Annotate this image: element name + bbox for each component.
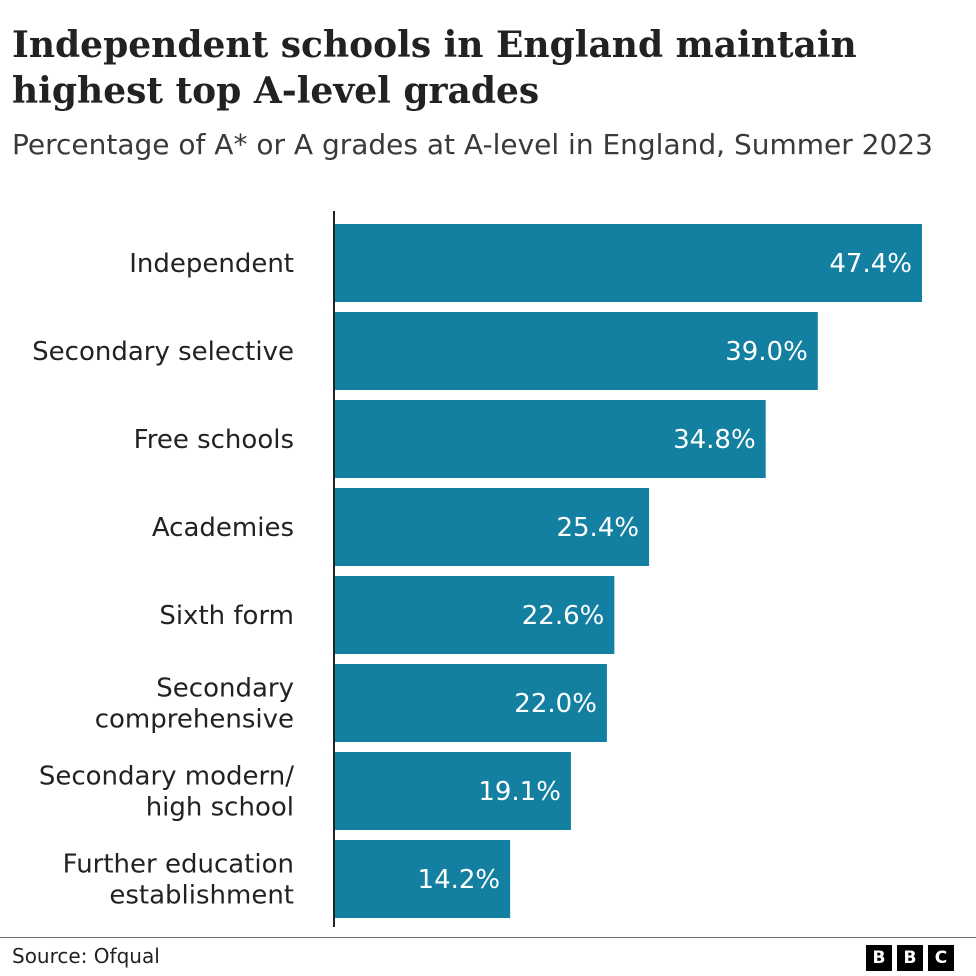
bbc-logo-letter: C xyxy=(928,945,954,971)
bar-value-label: 14.2% xyxy=(418,865,501,895)
chart-title: Independent schools in England maintain … xyxy=(12,24,857,112)
bar xyxy=(334,400,766,478)
bar xyxy=(334,488,650,566)
bar xyxy=(334,840,511,918)
bar-value-label: 25.4% xyxy=(556,513,639,543)
bbc-logo-letter: B xyxy=(866,945,892,971)
source-divider xyxy=(0,937,976,938)
category-label-line: Secondary modern/ xyxy=(39,762,294,792)
bar-value-label: 22.6% xyxy=(522,601,605,631)
bbc-logo: B B C xyxy=(866,945,954,971)
category-label: Further education establishment xyxy=(63,850,294,911)
category-label-line: Independent xyxy=(129,249,294,279)
category-label-line: comprehensive xyxy=(95,705,294,735)
category-label-line: Academies xyxy=(152,513,294,543)
category-label: Sixth form xyxy=(159,601,294,631)
category-label-line: Secondary xyxy=(156,674,294,704)
category-label-line: Sixth form xyxy=(159,601,294,631)
bar-value-label: 47.4% xyxy=(829,249,912,279)
category-label-line: Further education xyxy=(63,850,294,880)
bar xyxy=(334,576,615,654)
category-label: Secondary selective xyxy=(32,337,294,367)
bar-value-label: 19.1% xyxy=(478,777,561,807)
category-label-line: Free schools xyxy=(134,425,294,455)
category-label: Free schools xyxy=(134,425,294,455)
category-label-line: establishment xyxy=(109,881,294,911)
chart-subtitle: Percentage of A* or A grades at A-level … xyxy=(12,128,933,161)
bbc-logo-letter: B xyxy=(897,945,923,971)
category-label: Independent xyxy=(129,249,294,279)
category-label: Secondary modern/high school xyxy=(39,762,294,823)
bar xyxy=(334,664,607,742)
bar-chart: 47.4% Independent 39.0% Secondary selective… xyxy=(32,211,922,927)
category-label: Secondary comprehensive xyxy=(95,674,294,735)
category-label: Academies xyxy=(152,513,294,543)
bar-value-label: 22.0% xyxy=(514,689,597,719)
bar xyxy=(334,752,571,830)
bar xyxy=(334,312,818,390)
bar-value-label: 34.8% xyxy=(673,425,756,455)
category-label-line: high school xyxy=(146,793,294,823)
source-note: Source: Ofqual xyxy=(12,944,160,968)
bar xyxy=(334,224,922,302)
bar-value-label: 39.0% xyxy=(725,337,808,367)
category-label-line: Secondary selective xyxy=(32,337,294,367)
